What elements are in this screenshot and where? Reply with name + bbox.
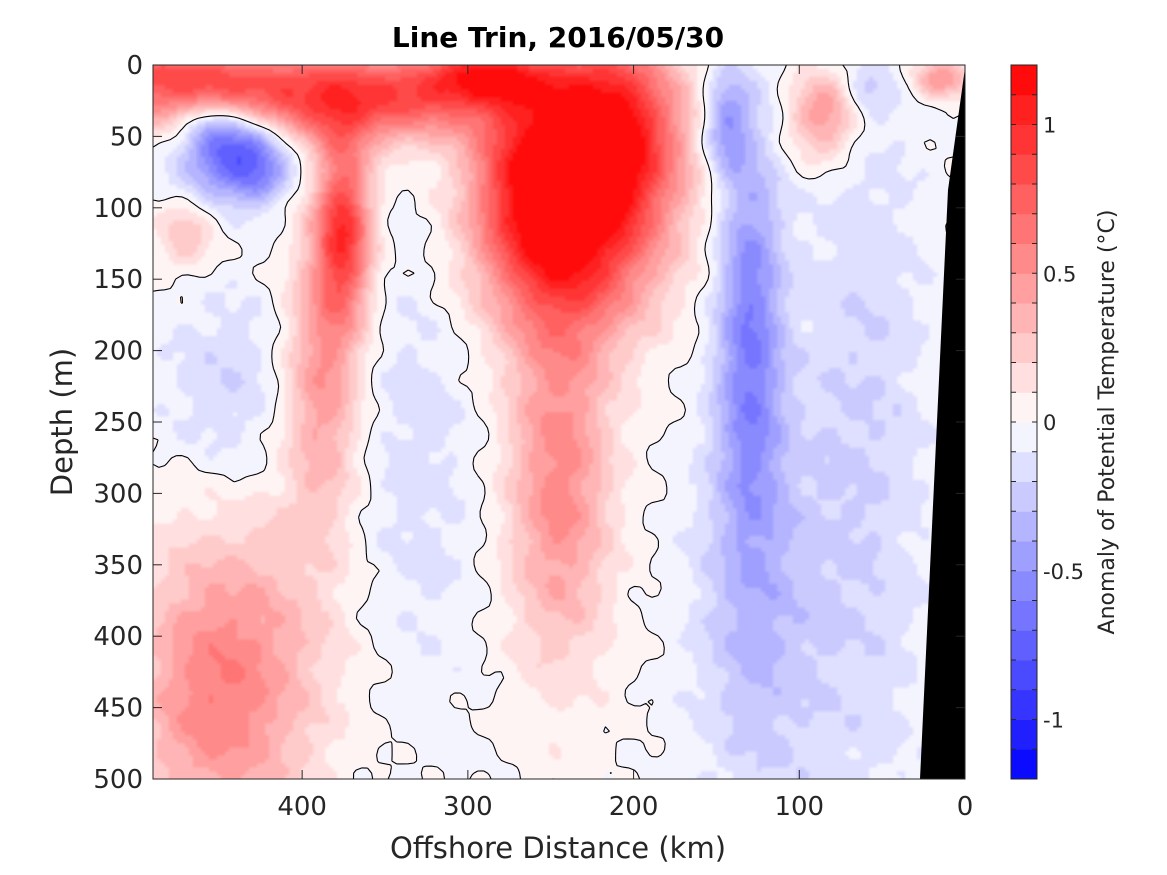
colorbar-level <box>1011 481 1037 512</box>
x-tick-label: 300 <box>443 792 493 822</box>
x-tick-label: 100 <box>774 792 824 822</box>
anomaly-color-field <box>153 65 965 779</box>
chart-title: Line Trin, 2016/05/30 <box>392 21 724 54</box>
colorbar-level <box>1011 184 1037 215</box>
y-axis-ticks: 0 50 100 150 200 250 300 350 400 450 500 <box>93 51 965 795</box>
x-axis-label: Offshore Distance (km) <box>390 831 726 865</box>
colorbar-level <box>1011 362 1037 393</box>
colorbar <box>1011 65 1037 780</box>
x-tick-label: 200 <box>609 792 659 822</box>
x-tick-label: 400 <box>277 792 327 822</box>
colorbar-level <box>1011 451 1037 482</box>
colorbar-level <box>1011 600 1037 631</box>
y-tick-label: 200 <box>93 337 143 367</box>
y-tick-label: 100 <box>93 194 143 224</box>
y-tick-label: 0 <box>126 51 143 81</box>
colorbar-level <box>1011 392 1037 423</box>
colorbar-level <box>1011 511 1037 542</box>
colorbar-level <box>1011 273 1037 304</box>
colorbar-label: Anomaly of Potential Temperature (°C) <box>1095 210 1120 635</box>
y-tick-label: 300 <box>93 479 143 509</box>
colorbar-level <box>1011 541 1037 572</box>
colorbar-level <box>1011 65 1037 96</box>
temperature-anomaly-field <box>153 65 965 779</box>
y-tick-label: 450 <box>93 694 143 724</box>
y-tick-label: 50 <box>110 122 143 152</box>
colorbar-level <box>1011 332 1037 363</box>
y-tick-label: 250 <box>93 408 143 438</box>
colorbar-level <box>1011 154 1037 185</box>
colorbar-level <box>1011 749 1037 780</box>
colorbar-level <box>1011 570 1037 601</box>
colorbar-tick-label: -0.5 <box>1043 560 1084 584</box>
y-axis-label: Depth (m) <box>45 348 79 496</box>
colorbar-level <box>1011 630 1037 661</box>
colorbar-level <box>1011 719 1037 750</box>
colorbar-level <box>1011 124 1037 155</box>
x-axis-ticks: 400 300 200 100 0 <box>277 65 973 822</box>
colorbar-ticks: 1 0.5 0 -0.5 -1 <box>1011 94 1084 750</box>
bathymetry-shelf <box>920 68 965 779</box>
y-tick-label: 150 <box>93 265 143 295</box>
colorbar-level <box>1011 422 1037 453</box>
colorbar-level <box>1011 213 1037 244</box>
y-tick-label: 350 <box>93 551 143 581</box>
x-tick-label: 0 <box>957 792 974 822</box>
y-tick-label: 400 <box>93 622 143 652</box>
colorbar-level <box>1011 689 1037 720</box>
colorbar-level <box>1011 243 1037 274</box>
y-tick-label: 500 <box>93 765 143 795</box>
colorbar-tick-label: 0 <box>1043 411 1056 435</box>
colorbar-level <box>1011 303 1037 334</box>
colorbar-tick-label: 0.5 <box>1043 262 1076 286</box>
colorbar-tick-label: 1 <box>1043 114 1056 138</box>
colorbar-level <box>1011 94 1037 125</box>
colorbar-tick-label: -1 <box>1043 709 1064 733</box>
colorbar-level <box>1011 660 1037 691</box>
